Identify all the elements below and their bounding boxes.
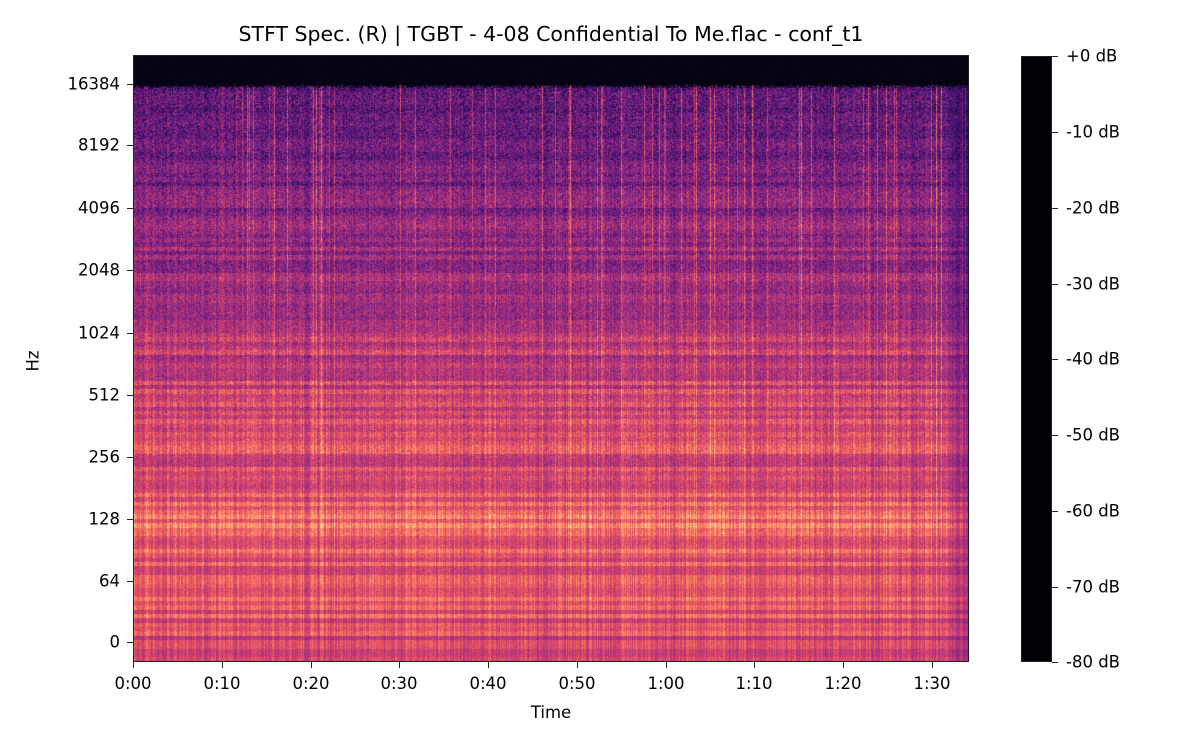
colorbar-tick-label: +0 dB bbox=[1066, 46, 1118, 66]
y-tick-label: 2048 bbox=[78, 260, 120, 280]
colorbar-tick-mark bbox=[1052, 662, 1058, 664]
colorbar-tick-mark bbox=[1052, 284, 1058, 286]
x-tick-label: 0:40 bbox=[469, 674, 507, 693]
y-tick-label: 0 bbox=[109, 632, 121, 652]
y-tick-mark bbox=[127, 457, 133, 459]
x-tick-mark bbox=[399, 662, 401, 668]
y-tick-mark bbox=[127, 145, 133, 147]
x-tick-mark bbox=[577, 662, 579, 668]
colorbar-tick-mark bbox=[1052, 511, 1058, 513]
x-axis-title: Time bbox=[530, 703, 572, 722]
x-tick-mark bbox=[754, 662, 756, 668]
chart-title: STFT Spec. (R) | TGBT - 4-08 Confidentia… bbox=[238, 22, 864, 46]
x-tick-label: 0:00 bbox=[114, 674, 152, 693]
y-tick-label: 512 bbox=[88, 385, 121, 405]
y-tick-label: 16384 bbox=[67, 74, 121, 94]
x-tick-mark bbox=[488, 662, 490, 668]
x-tick-label: 1:00 bbox=[647, 674, 685, 693]
colorbar-tick-mark bbox=[1052, 435, 1058, 437]
x-tick-label: 1:10 bbox=[735, 674, 773, 693]
colorbar-tick-label: -10 dB bbox=[1066, 122, 1120, 142]
y-tick-mark bbox=[127, 270, 133, 272]
y-tick-mark bbox=[127, 519, 133, 521]
colorbar-tick-label: -40 dB bbox=[1066, 349, 1120, 369]
colorbar-tick-mark bbox=[1052, 587, 1058, 589]
y-tick-mark bbox=[127, 395, 133, 397]
y-tick-mark bbox=[127, 333, 133, 335]
colorbar bbox=[1021, 56, 1052, 662]
x-tick-label: 0:20 bbox=[292, 674, 330, 693]
x-tick-label: 0:10 bbox=[203, 674, 241, 693]
colorbar-tick-mark bbox=[1052, 359, 1058, 361]
y-tick-label: 1024 bbox=[78, 323, 120, 343]
x-tick-label: 0:50 bbox=[558, 674, 596, 693]
x-tick-mark bbox=[666, 662, 668, 668]
x-tick-mark bbox=[222, 662, 224, 668]
colorbar-tick-mark bbox=[1052, 208, 1058, 210]
colorbar-tick-label: -30 dB bbox=[1066, 274, 1120, 294]
y-tick-mark bbox=[127, 642, 133, 644]
y-axis-title: Hz bbox=[23, 350, 43, 372]
colorbar-tick-label: -60 dB bbox=[1066, 501, 1120, 521]
colorbar-tick-mark bbox=[1052, 132, 1058, 134]
spectrogram-heatmap bbox=[134, 56, 968, 661]
x-tick-label: 0:30 bbox=[380, 674, 418, 693]
x-tick-mark bbox=[843, 662, 845, 668]
y-tick-label: 8192 bbox=[78, 135, 120, 155]
x-tick-label: 1:30 bbox=[913, 674, 951, 693]
x-tick-mark bbox=[932, 662, 934, 668]
x-tick-mark bbox=[133, 662, 135, 668]
y-tick-label: 4096 bbox=[78, 198, 120, 218]
x-tick-mark bbox=[311, 662, 313, 668]
colorbar-tick-mark bbox=[1052, 56, 1058, 58]
y-tick-label: 64 bbox=[99, 571, 120, 591]
x-tick-label: 1:20 bbox=[824, 674, 862, 693]
y-tick-mark bbox=[127, 84, 133, 86]
y-tick-mark bbox=[127, 581, 133, 583]
y-tick-label: 128 bbox=[88, 509, 121, 529]
colorbar-tick-label: -80 dB bbox=[1066, 652, 1120, 672]
colorbar-tick-label: -70 dB bbox=[1066, 577, 1120, 597]
y-tick-label: 256 bbox=[88, 447, 121, 467]
colorbar-tick-label: -50 dB bbox=[1066, 425, 1120, 445]
y-tick-mark bbox=[127, 208, 133, 210]
colorbar-tick-label: -20 dB bbox=[1066, 198, 1120, 218]
